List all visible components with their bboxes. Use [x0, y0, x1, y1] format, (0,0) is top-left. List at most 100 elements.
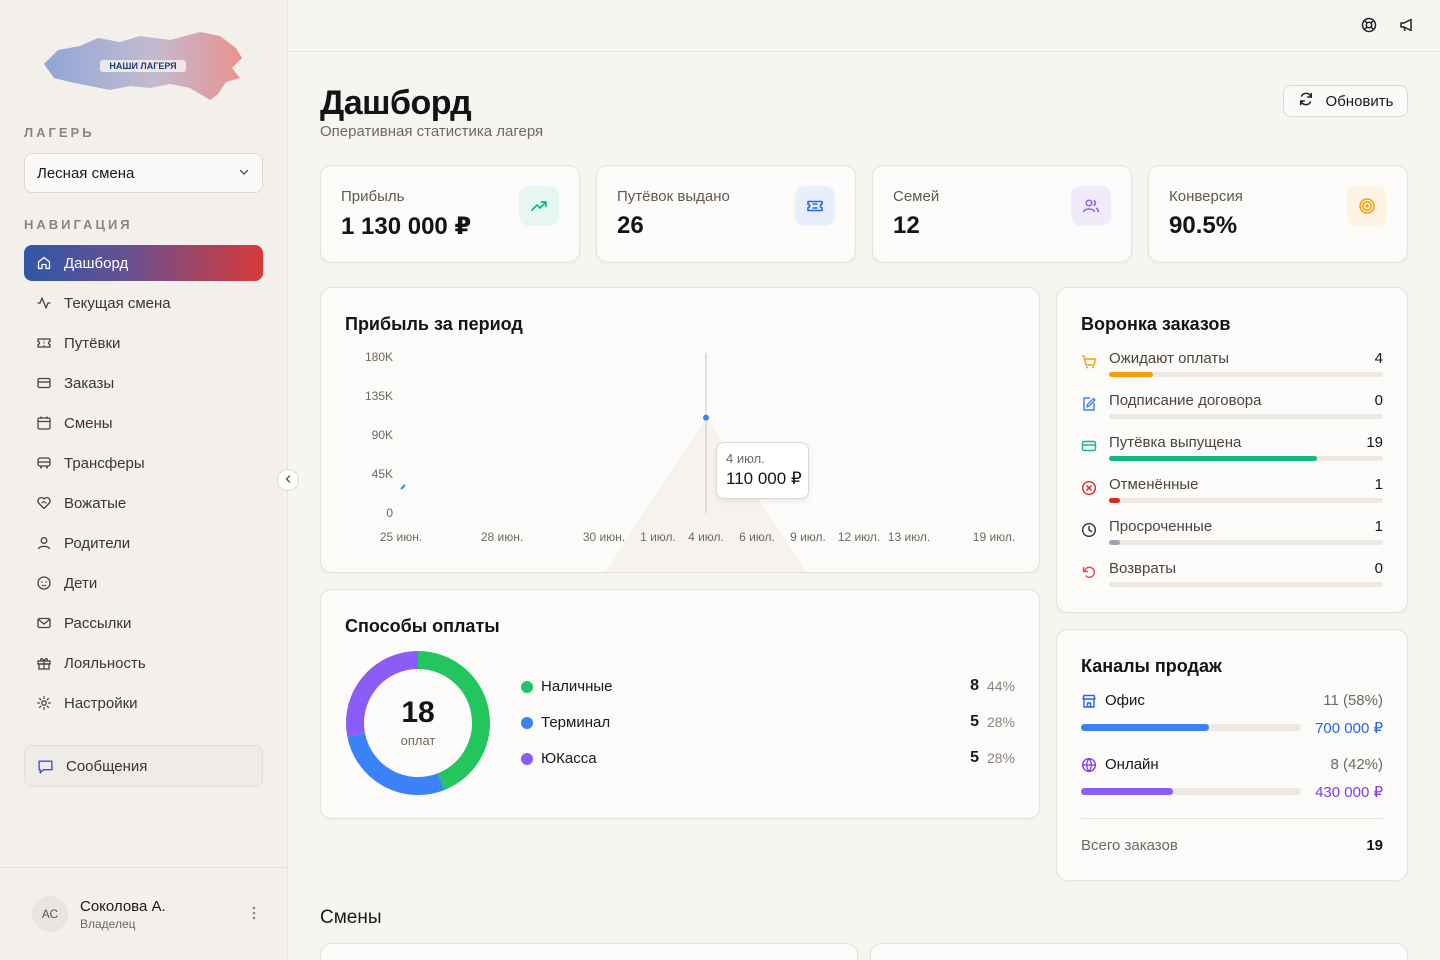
x-tick-label: 28 июн.	[481, 530, 523, 544]
sidebar-item-orders[interactable]: Заказы	[24, 365, 263, 401]
channel-name: Онлайн	[1105, 756, 1159, 773]
more-vertical-icon[interactable]	[252, 906, 256, 923]
donut-slice[interactable]	[417, 651, 490, 790]
chart-title: Прибыль за период	[345, 314, 523, 334]
tooltip-value: 110 000 ₽	[726, 469, 802, 488]
donut-slice[interactable]	[346, 651, 419, 737]
funnel-count: 1	[1374, 518, 1383, 535]
legend-name: Наличные	[541, 678, 613, 695]
sidebar-item-loyalty[interactable]: Лояльность	[24, 645, 263, 681]
camp-select-value: Лесная смена	[37, 164, 135, 182]
shift-card[interactable]	[870, 943, 1408, 960]
funnel-row[interactable]: Подписание договора 0	[1081, 392, 1383, 426]
total-orders-label: Всего заказов	[1081, 837, 1178, 854]
funnel-row[interactable]: Ожидают оплаты 4	[1081, 350, 1383, 384]
data-point[interactable]	[400, 484, 406, 490]
messages-button[interactable]: Сообщения	[24, 745, 263, 787]
funnel-label: Отменённые	[1109, 476, 1199, 493]
topbar	[288, 0, 1440, 52]
y-tick-label: 45K	[372, 467, 393, 481]
avatar: АС	[32, 896, 68, 932]
funnel-label: Ожидают оплаты	[1109, 350, 1230, 367]
channel-name: Офис	[1105, 692, 1145, 709]
undo-icon	[1081, 564, 1097, 580]
funnel-count: 1	[1374, 476, 1383, 493]
sidebar-item-settings[interactable]: Настройки	[24, 685, 263, 721]
refresh-button[interactable]: Обновить	[1283, 85, 1408, 117]
sidebar-item-counselors[interactable]: Вожатые	[24, 485, 263, 521]
refresh-icon	[1298, 91, 1314, 111]
activity-icon	[36, 295, 52, 311]
funnel-row[interactable]: Путёвка выпущена 19	[1081, 434, 1383, 468]
stat-value: 90.5%	[1169, 212, 1238, 239]
collapse-sidebar-button[interactable]	[277, 469, 299, 491]
stat-card-conversion: Конверсия 90.5%	[1148, 165, 1408, 263]
camp-section-label: ЛАГЕРЬ	[24, 125, 95, 140]
legend-percent: 44%	[986, 678, 1015, 694]
logo-text: НАШИ ЛАГЕРЯ	[109, 61, 176, 71]
funnel-count: 19	[1366, 434, 1383, 451]
sidebar-item-children[interactable]: Дети	[24, 565, 263, 601]
payments-donut-chart[interactable]	[343, 648, 493, 798]
home-icon	[36, 255, 52, 271]
funnel-track	[1109, 498, 1383, 503]
file-edit-icon	[1081, 396, 1097, 412]
stat-label: Путёвок выдано	[617, 188, 730, 205]
message-square-icon	[37, 758, 54, 775]
funnel-count: 4	[1374, 350, 1383, 367]
legend-count: 5	[970, 713, 979, 730]
total-orders-value: 19	[1366, 837, 1383, 854]
user-profile[interactable]: АС Соколова А. Владелец	[0, 867, 288, 960]
users-icon	[1071, 186, 1111, 226]
sidebar-item-label: Заказы	[64, 374, 115, 392]
camp-select[interactable]: Лесная смена	[24, 153, 263, 193]
channel-sum: 700 000 ₽	[1315, 720, 1383, 737]
sidebar-item-dashboard[interactable]: Дашборд	[24, 245, 263, 281]
messages-label: Сообщения	[66, 757, 148, 775]
funnel-label: Возвраты	[1109, 560, 1177, 577]
channel-row[interactable]: Онлайн 8 (42%) 430 000 ₽	[1081, 756, 1383, 801]
credit-card-icon	[36, 375, 52, 391]
payment-methods-card: Способы оплаты 18 оплат Наличные 8 44% Т…	[320, 589, 1040, 819]
funnel-row[interactable]: Просроченные 1	[1081, 518, 1383, 552]
shift-card[interactable]	[320, 943, 858, 960]
legend-dot	[521, 681, 533, 693]
x-tick-label: 12 июл.	[838, 530, 880, 544]
y-tick-label: 0	[386, 506, 393, 520]
channel-sum: 430 000 ₽	[1315, 784, 1383, 801]
ticket-icon	[795, 186, 835, 226]
lifebuoy-icon[interactable]	[1360, 16, 1378, 34]
channel-track	[1081, 724, 1301, 731]
funnel-track	[1109, 540, 1383, 545]
funnel-bar	[1109, 456, 1318, 461]
channel-count: 11 (58%)	[1323, 692, 1383, 709]
sidebar: НАШИ ЛАГЕРЯ ЛАГЕРЬ Лесная смена НАВИГАЦИ…	[0, 0, 288, 960]
legend-percent: 28%	[986, 714, 1015, 730]
sidebar-item-parents[interactable]: Родители	[24, 525, 263, 561]
megaphone-icon[interactable]	[1398, 16, 1416, 34]
sidebar-item-shifts[interactable]: Смены	[24, 405, 263, 441]
legend-item: Терминал 5 28%	[521, 713, 1015, 733]
sidebar-item-vouchers[interactable]: Путёвки	[24, 325, 263, 361]
cart-icon	[1081, 354, 1097, 370]
funnel-label: Подписание договора	[1109, 392, 1262, 409]
sidebar-item-mailings[interactable]: Рассылки	[24, 605, 263, 641]
funnel-row[interactable]: Возвраты 0	[1081, 560, 1383, 594]
sidebar-item-transfers[interactable]: Трансферы	[24, 445, 263, 481]
sidebar-item-label: Смены	[64, 414, 113, 432]
sidebar-item-label: Рассылки	[64, 614, 132, 632]
bus-icon	[36, 455, 52, 471]
funnel-row[interactable]: Отменённые 1	[1081, 476, 1383, 510]
profit-chart-card: Прибыль за период 0 45K 90K 135K 180K 25 июн.…	[320, 287, 1040, 573]
channel-row[interactable]: Офис 11 (58%) 700 000 ₽	[1081, 692, 1383, 737]
channel-bar	[1081, 788, 1174, 795]
stat-label: Семей	[893, 188, 940, 205]
donut-slice[interactable]	[347, 732, 445, 795]
legend-item: ЮКасса 5 28%	[521, 749, 1015, 769]
sidebar-nav: Дашборд Текущая смена Путёвки Заказы Сме…	[24, 245, 263, 725]
stat-label: Прибыль	[341, 188, 405, 205]
data-point[interactable]	[703, 414, 709, 421]
profit-chart[interactable]: 0 45K 90K 135K 180K 25 июн. 28 июн. 30 июн. 1 ию…	[321, 288, 1040, 573]
sidebar-item-current-shift[interactable]: Текущая смена	[24, 285, 263, 321]
logo[interactable]: НАШИ ЛАГЕРЯ	[40, 28, 248, 108]
